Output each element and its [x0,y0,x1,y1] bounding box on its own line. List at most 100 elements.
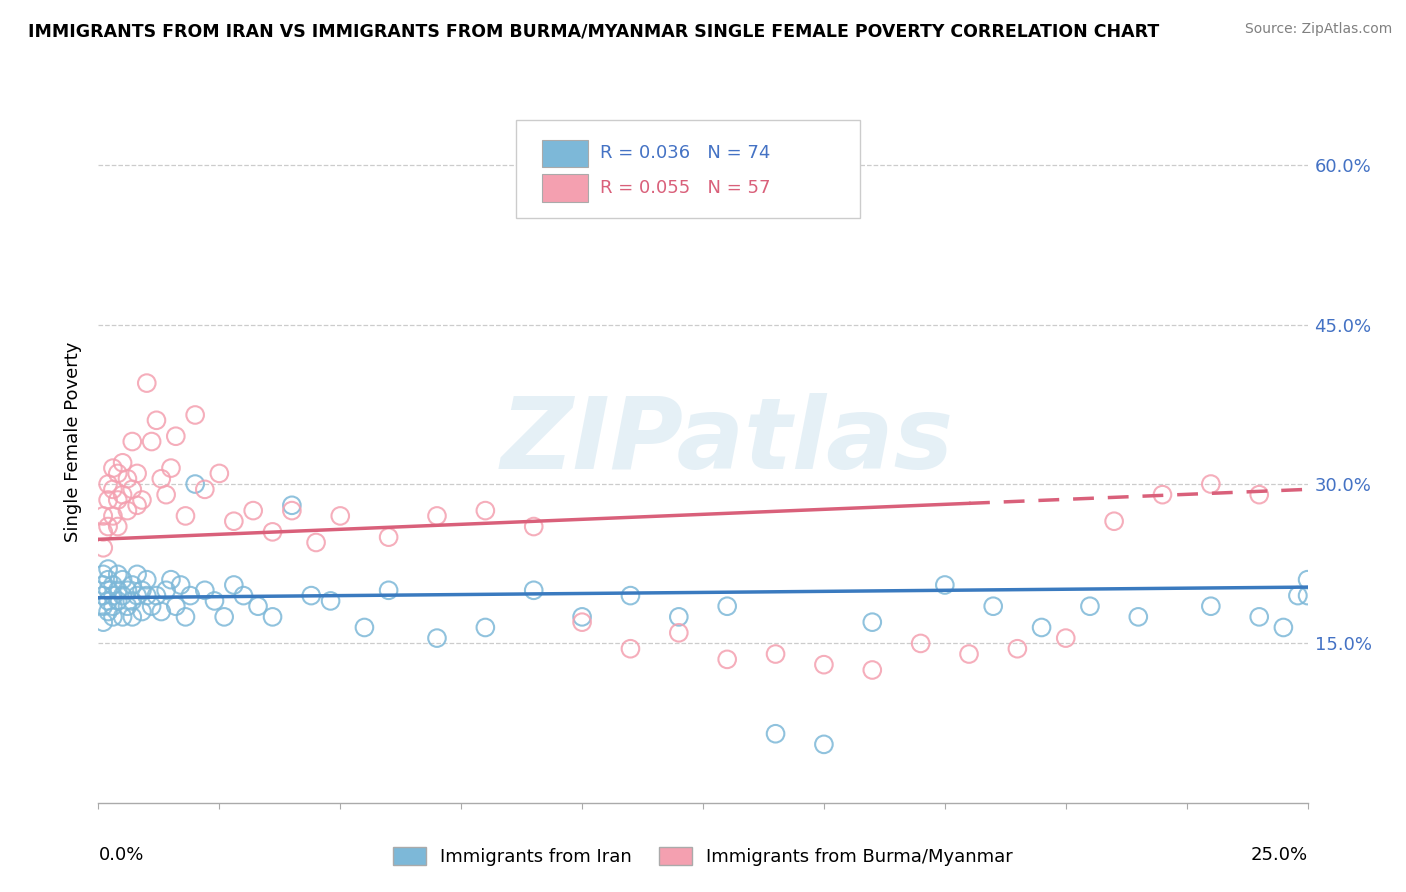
Point [174,610,197,624]
Point [155,488,177,502]
Point [860,615,883,630]
Point [523,519,546,533]
Point [668,625,690,640]
Point [101,589,124,603]
Point [97,573,120,587]
FancyBboxPatch shape [516,120,860,218]
Point [1249,488,1271,502]
Point [957,647,980,661]
FancyBboxPatch shape [543,139,588,167]
Point [121,483,143,497]
Point [1296,589,1319,603]
Point [353,620,375,634]
Point [141,434,163,449]
Point [91,599,114,614]
Point [474,620,496,634]
Point [1272,620,1295,634]
Point [910,636,932,650]
Point [1128,610,1150,624]
Point [474,503,496,517]
Point [1007,641,1029,656]
Point [117,583,139,598]
Point [97,605,120,619]
Point [91,589,114,603]
Point [101,610,124,624]
Point [117,599,139,614]
Point [101,578,124,592]
Point [1199,477,1222,491]
Point [981,599,1004,614]
Point [117,503,139,517]
Point [97,594,120,608]
Point [101,483,124,497]
Text: 0.0%: 0.0% [98,847,143,864]
Point [232,589,254,603]
Point [1102,514,1125,528]
Point [619,641,641,656]
Point [242,503,264,517]
Point [281,503,304,517]
Point [222,514,245,528]
Point [145,589,167,603]
Point [121,434,143,449]
Point [329,508,352,523]
Legend: Immigrants from Iran, Immigrants from Burma/Myanmar: Immigrants from Iran, Immigrants from Bu… [387,839,1019,873]
Point [107,467,129,481]
Point [135,376,157,390]
Point [523,583,546,598]
Point [668,610,690,624]
Point [145,413,167,427]
Point [165,599,187,614]
Point [165,429,187,443]
Point [571,610,593,624]
Point [426,631,449,645]
Point [204,594,226,608]
Point [208,467,231,481]
Point [150,605,173,619]
Point [97,583,120,598]
Point [1152,488,1174,502]
Point [107,567,129,582]
Point [305,535,328,549]
Point [127,498,149,512]
Point [107,519,129,533]
Point [121,594,143,608]
Point [141,599,163,614]
Text: 25.0%: 25.0% [1250,847,1308,864]
Point [1054,631,1077,645]
Point [111,573,134,587]
Point [91,567,114,582]
Point [91,541,114,555]
Point [1031,620,1053,634]
Point [934,578,956,592]
Point [813,657,835,672]
Point [1296,573,1319,587]
Point [377,583,399,598]
Point [426,508,449,523]
Point [571,615,593,630]
Point [184,477,207,491]
Text: Source: ZipAtlas.com: Source: ZipAtlas.com [1244,22,1392,37]
Point [101,508,124,523]
Text: R = 0.036   N = 74: R = 0.036 N = 74 [600,145,770,162]
Point [111,488,134,502]
Point [716,599,738,614]
Point [212,610,235,624]
Point [127,467,149,481]
Point [194,483,217,497]
Point [91,615,114,630]
Point [169,578,191,592]
Point [194,583,217,598]
Point [765,647,787,661]
Point [107,493,129,508]
Point [107,583,129,598]
Point [97,477,120,491]
Point [262,524,284,539]
Point [222,578,245,592]
Point [91,524,114,539]
Y-axis label: Single Female Poverty: Single Female Poverty [63,342,82,541]
Point [765,727,787,741]
Point [97,562,120,576]
Point [813,737,835,751]
Point [121,610,143,624]
